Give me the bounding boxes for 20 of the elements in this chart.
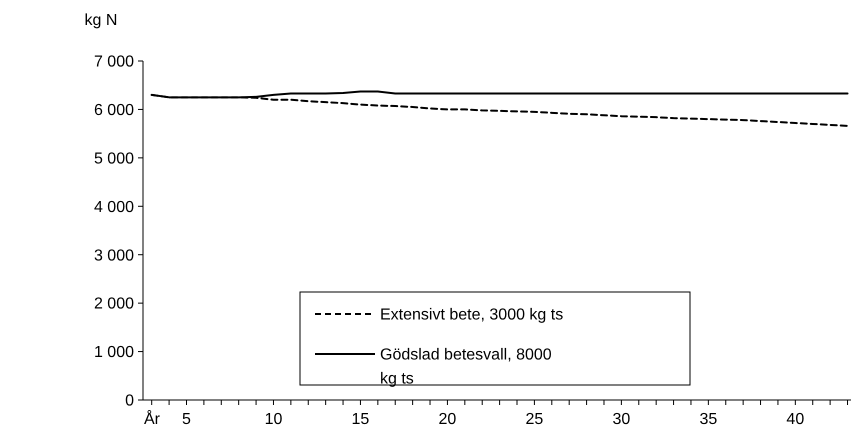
x-tick-label: 40 [786, 411, 804, 428]
y-tick-label: 7 000 [94, 54, 134, 71]
legend-label: Gödslad betesvall, 8000 kg ts [380, 346, 552, 388]
y-tick-label: 0 [125, 392, 134, 410]
x-axis-title: År [144, 410, 161, 428]
x-tick-label: 35 [699, 411, 718, 428]
x-tick-label: 30 [612, 411, 630, 428]
y-tick-label: 2 000 [94, 296, 134, 313]
x-tick-label: 25 [526, 411, 544, 428]
y-tick-label: 5 000 [94, 150, 134, 168]
y-axis-title: kg N [84, 12, 118, 29]
y-tick-label: 3 000 [94, 247, 134, 264]
y-tick-label: 4 000 [94, 198, 134, 216]
y-tick-label: 1 000 [94, 344, 134, 362]
y-tick-label: 6 000 [94, 102, 134, 120]
x-tick-label: 15 [352, 411, 370, 428]
x-tick-label: 20 [438, 411, 456, 428]
x-tick-label: 10 [264, 411, 282, 428]
legend-label: Extensivt bete, 3000 kg ts [380, 306, 564, 324]
x-tick-label: 5 [182, 411, 192, 428]
